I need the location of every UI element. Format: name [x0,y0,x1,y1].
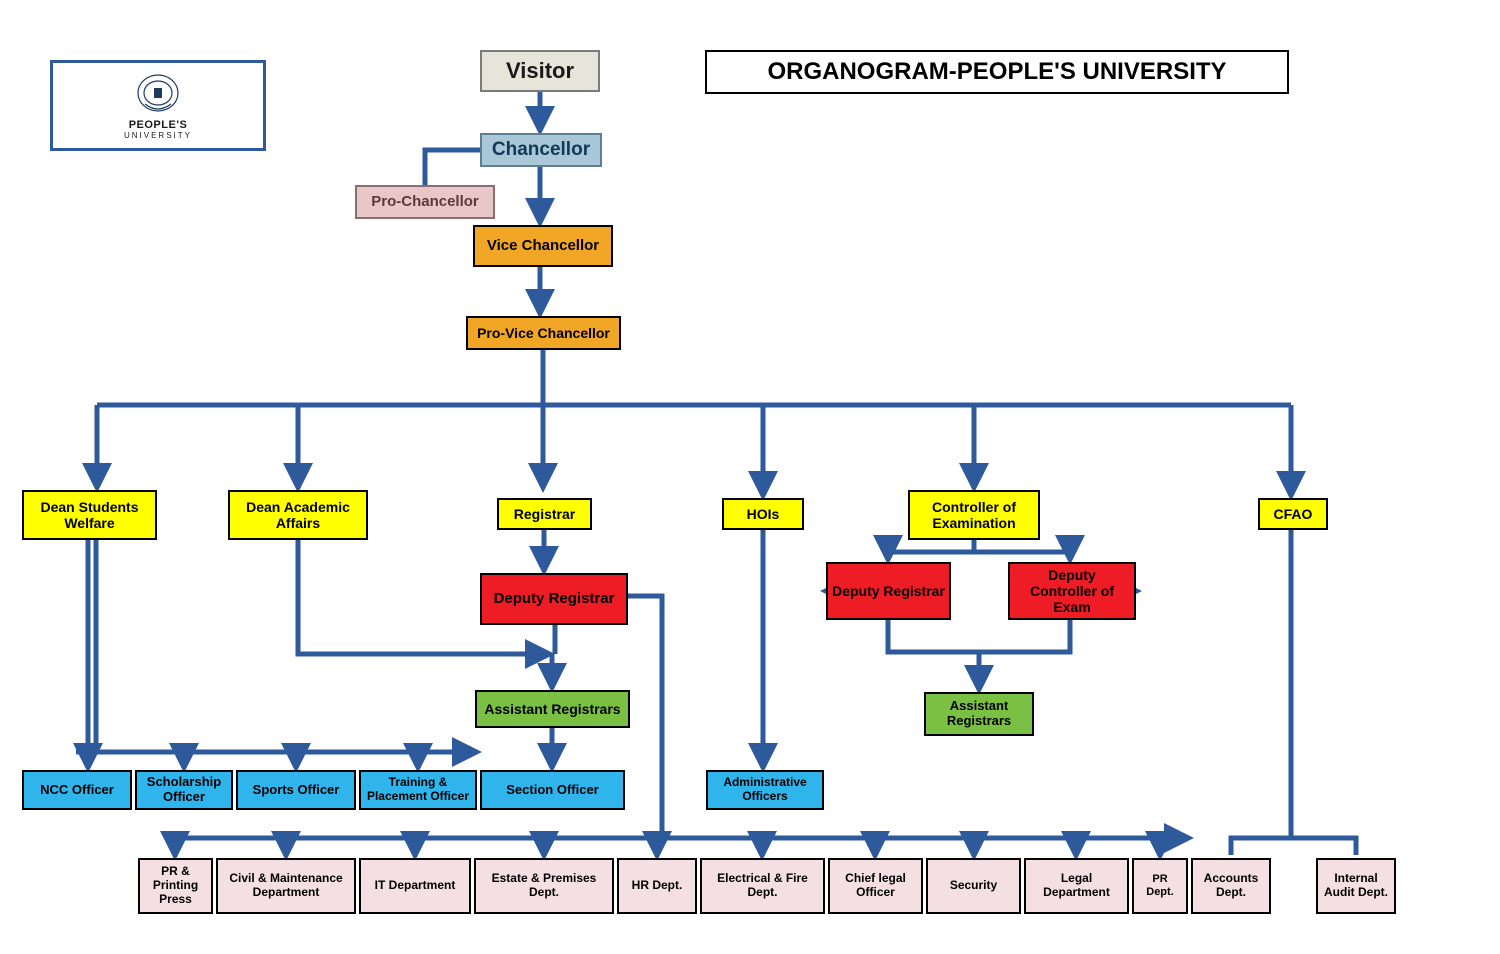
org-node-dcoe: Deputy Controller of Exam [1008,562,1136,620]
org-node-dreg: Deputy Registrar [480,573,628,625]
org-node-hois: HOIs [722,498,804,530]
org-node-areg2: Assistant Registrars [924,692,1034,736]
org-node-admoff: Administrative Officers [706,770,824,810]
university-logo: PEOPLE'S UNIVERSITY [50,60,266,151]
org-node-civil: Civil & Maintenance Department [216,858,356,914]
org-node-legal2: Legal Department [1024,858,1129,914]
logo-line2: UNIVERSITY [124,131,192,140]
org-node-dreg2: Deputy Registrar [826,562,951,620]
logo-line1: PEOPLE'S [124,119,192,131]
org-node-reg: Registrar [497,498,592,530]
org-node-sport: Sports Officer [236,770,356,810]
org-node-ncc: NCC Officer [22,770,132,810]
org-node-pvc: Pro-Vice Chancellor [466,316,621,350]
page-title: ORGANOGRAM-PEOPLE'S UNIVERSITY [705,50,1289,94]
crest-icon [135,72,181,114]
org-node-cfao: CFAO [1258,498,1328,530]
org-node-sec: Security [926,858,1021,914]
org-node-daa: Dean Academic Affairs [228,490,368,540]
org-node-estate: Estate & Premises Dept. [474,858,614,914]
org-node-schol: Scholarship Officer [135,770,233,810]
org-node-visitor: Visitor [480,50,600,92]
org-node-vc: Vice Chancellor [473,225,613,267]
org-node-pr2: PR Dept. [1132,858,1188,914]
org-node-areg1: Assistant Registrars [475,690,630,728]
org-node-secoff: Section Officer [480,770,625,810]
org-node-acc: Accounts Dept. [1191,858,1271,914]
organogram-stage: PEOPLE'S UNIVERSITY ORGANOGRAM-PEOPLE'S … [0,0,1500,954]
org-node-hr: HR Dept. [617,858,697,914]
org-node-dsw: Dean Students Welfare [22,490,157,540]
org-node-pr: PR & Printing Press [138,858,213,914]
org-node-legal1: Chief legal Officer [828,858,923,914]
org-node-it: IT Department [359,858,471,914]
org-node-tpo: Training & Placement Officer [359,770,477,810]
org-node-elec: Electrical & Fire Dept. [700,858,825,914]
org-node-chanc: Chancellor [480,133,602,167]
org-node-audit: Internal Audit Dept. [1316,858,1396,914]
org-node-coe: Controller of Examination [908,490,1040,540]
org-node-proch: Pro-Chancellor [355,185,495,219]
